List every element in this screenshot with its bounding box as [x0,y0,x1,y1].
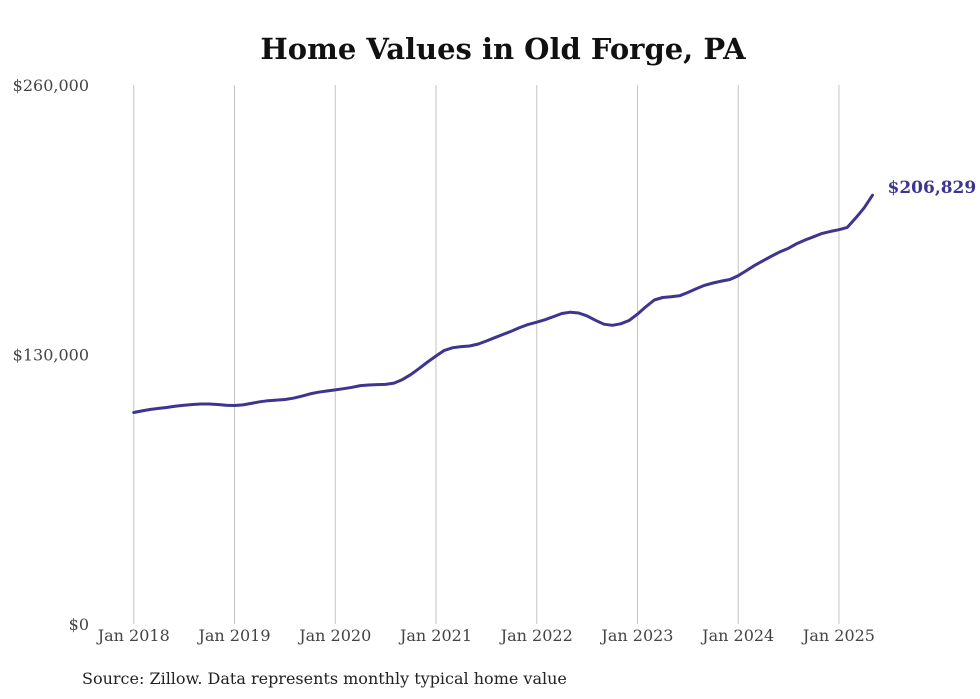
gridlines [133,85,840,624]
y-tick-label: $0 [69,615,89,634]
end-value-label: $206,829 [888,178,977,198]
x-tick-label: Jan 2022 [499,626,573,645]
y-tick-label: $260,000 [13,76,89,95]
x-tick-label: Jan 2020 [297,626,371,645]
x-axis-ticks: Jan 2018 Jan 2019 Jan 2020 Jan 2021 Jan 2022… [96,626,875,645]
chart-title: Home Values in Old Forge, PA [260,32,746,66]
series-layer [132,193,874,414]
y-axis-ticks: $0 $130,000 $260,000 [13,76,89,634]
x-tick-label: Jan 2019 [196,626,270,645]
source-note: Source: Zillow. Data represents monthly … [82,669,567,688]
x-tick-label: Jan 2023 [599,626,673,645]
y-tick-label: $130,000 [13,346,89,365]
x-tick-label: Jan 2018 [96,626,170,645]
series-line-0 [132,193,874,414]
x-tick-label: Jan 2025 [801,626,875,645]
x-tick-label: Jan 2021 [398,626,472,645]
x-tick-label: Jan 2024 [700,626,774,645]
